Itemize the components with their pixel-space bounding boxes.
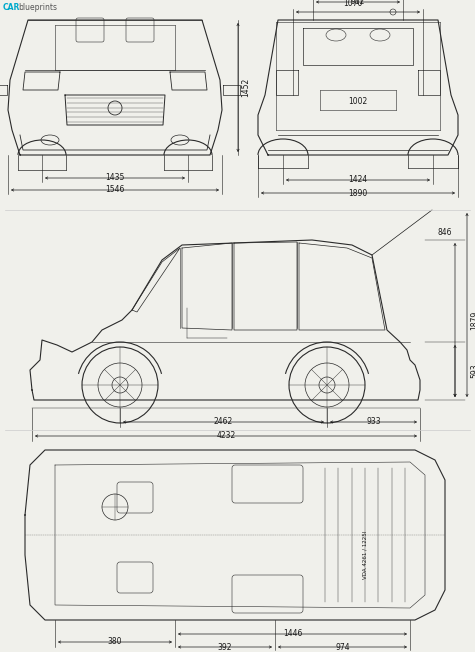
Text: 392: 392	[218, 642, 232, 651]
Text: CAR: CAR	[3, 3, 20, 12]
Text: 1435: 1435	[105, 173, 124, 183]
Text: 846: 846	[437, 228, 452, 237]
Text: 1452: 1452	[241, 78, 250, 97]
Text: 1070: 1070	[343, 0, 363, 8]
Text: VDA 4261 / 1225l: VDA 4261 / 1225l	[362, 531, 368, 579]
Text: 1446: 1446	[283, 629, 302, 638]
Text: 1546: 1546	[105, 186, 124, 194]
Text: 593: 593	[471, 364, 475, 378]
Text: 1890: 1890	[348, 188, 368, 198]
Text: 1424: 1424	[348, 175, 368, 185]
Text: 933: 933	[366, 417, 381, 426]
Text: blueprints: blueprints	[18, 3, 57, 12]
Text: 912: 912	[351, 0, 365, 7]
Text: 1002: 1002	[348, 98, 368, 106]
Text: 2462: 2462	[214, 417, 233, 426]
Text: 974: 974	[335, 642, 350, 651]
Text: 4232: 4232	[217, 432, 236, 441]
Text: 1879: 1879	[471, 310, 475, 330]
Text: 380: 380	[108, 638, 122, 647]
